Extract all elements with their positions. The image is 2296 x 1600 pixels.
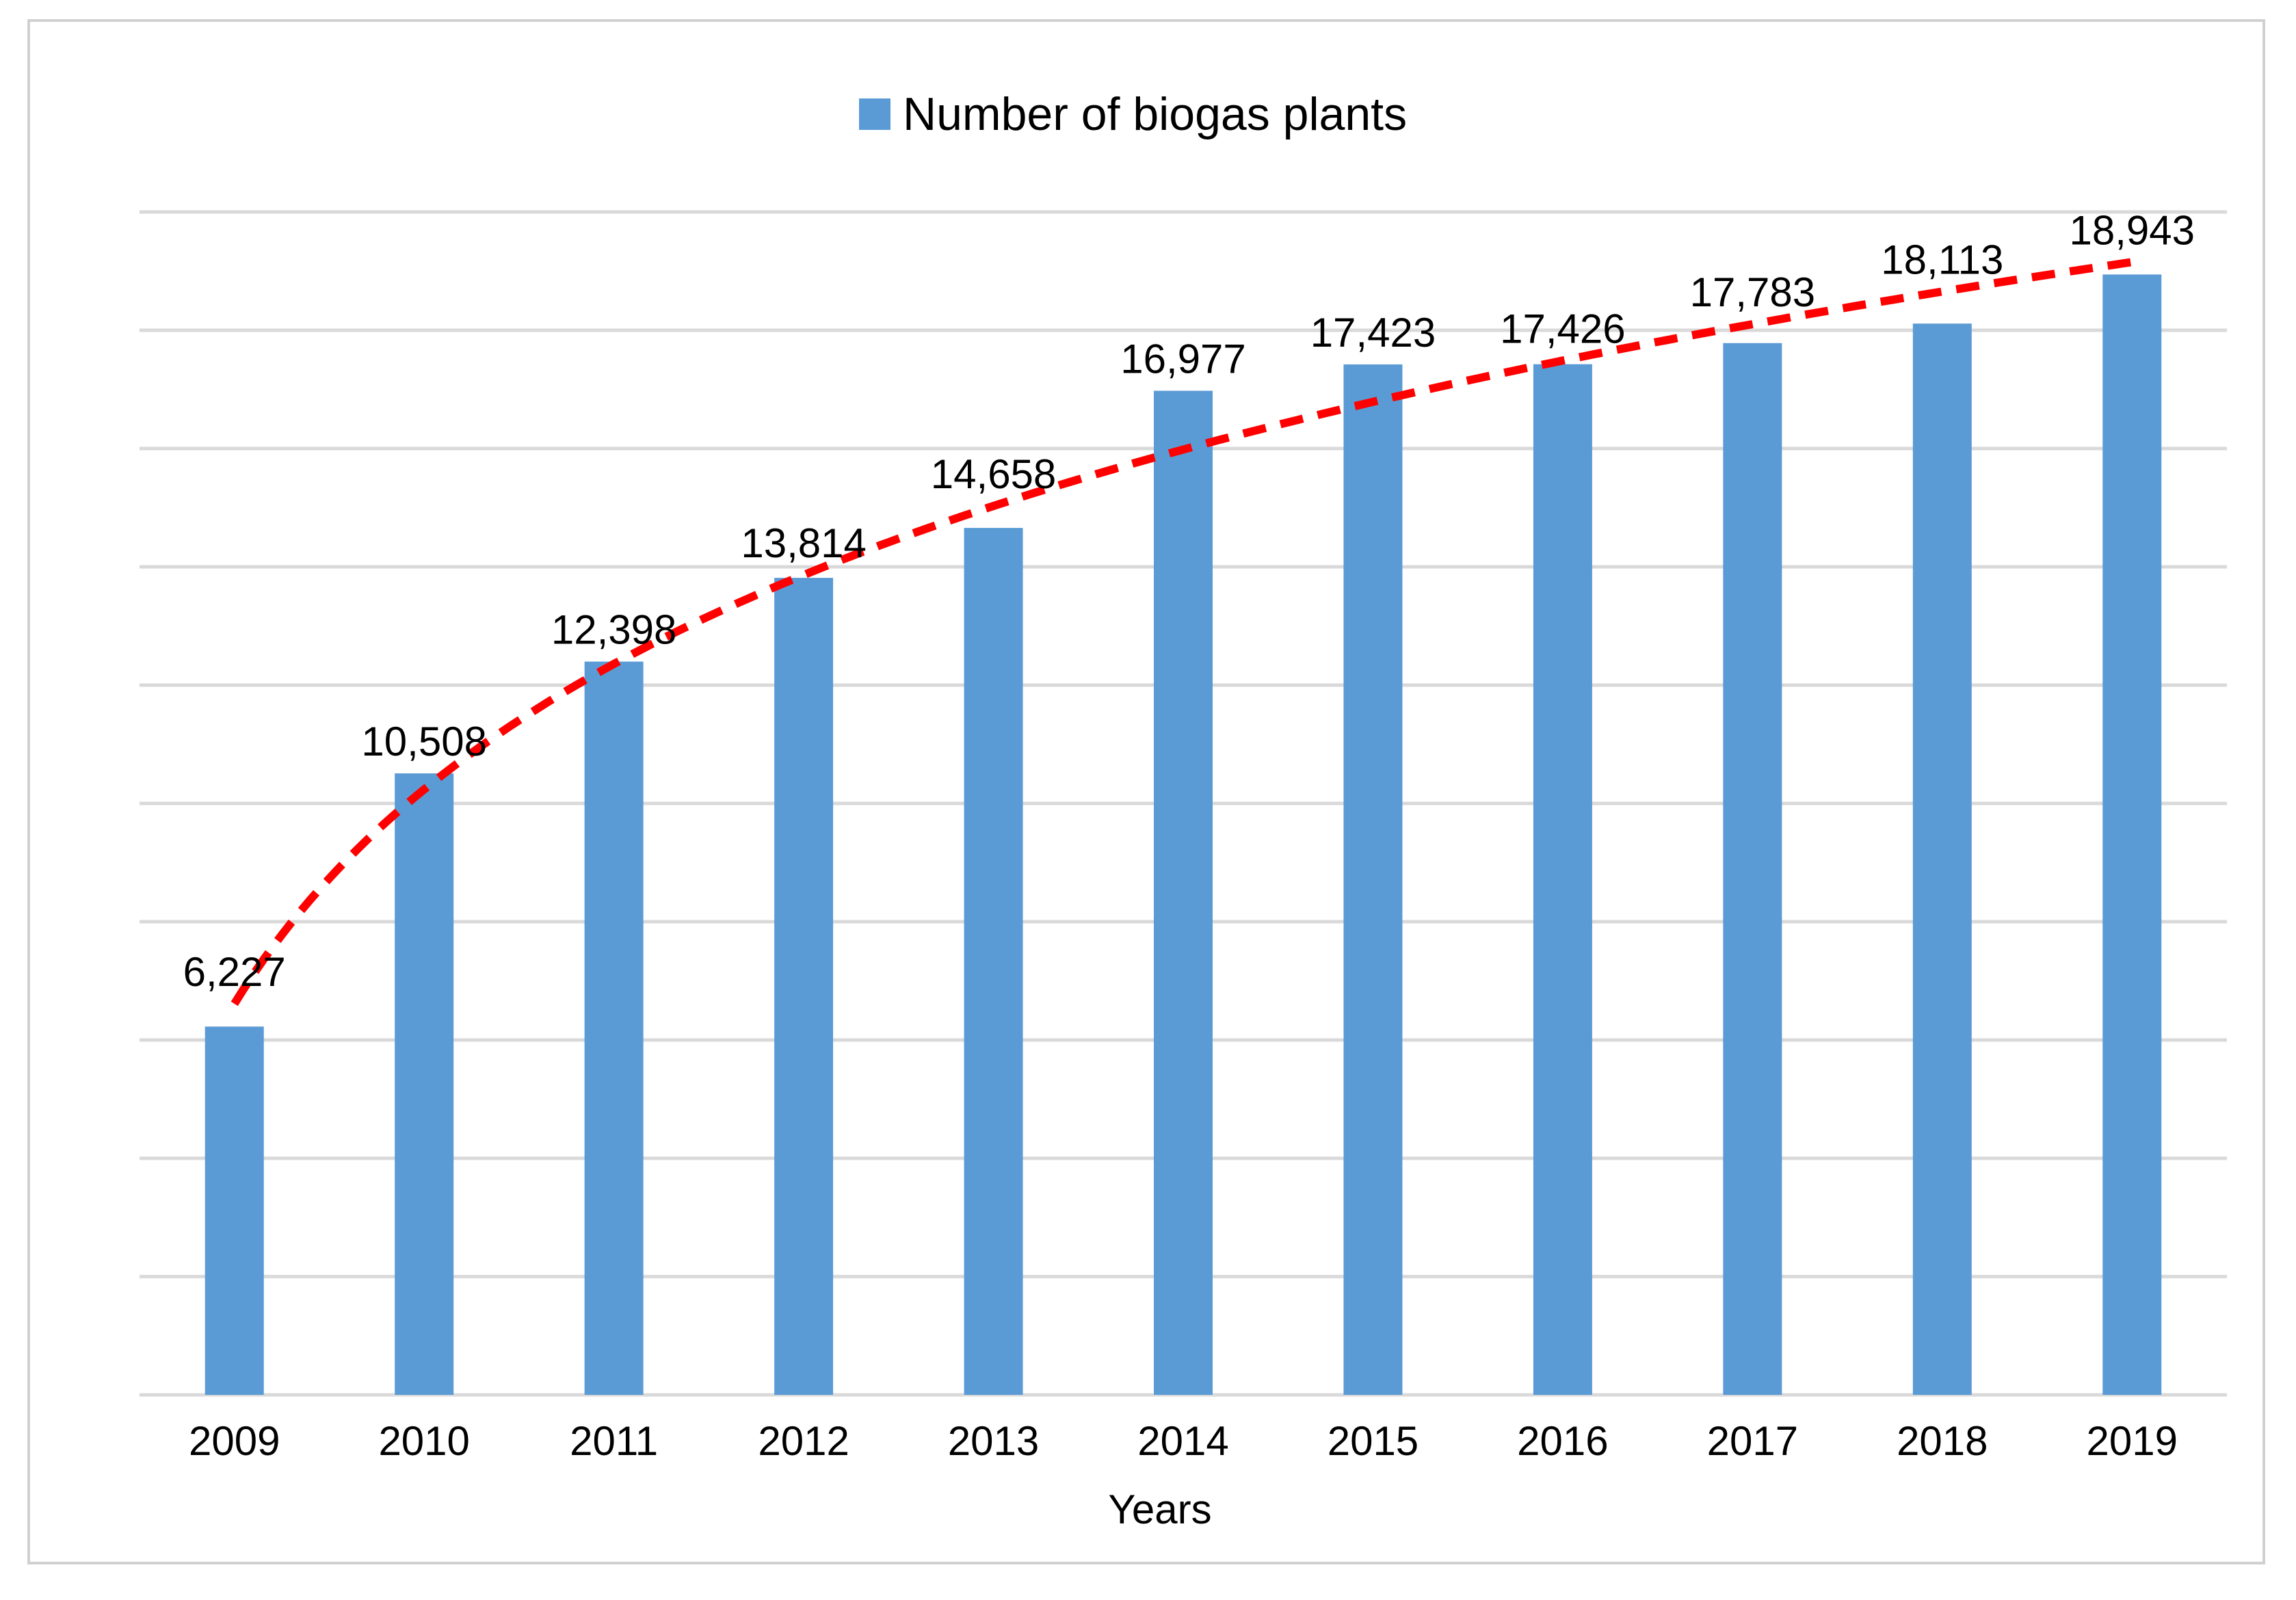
trendline [230, 258, 2133, 1006]
x-tick-2016: 2016 [1517, 1418, 1608, 1464]
bar-2019 [2102, 274, 2162, 1395]
data-label-2017: 17,783 [1690, 269, 1816, 315]
bar-2013 [964, 528, 1023, 1395]
bars [204, 274, 2162, 1396]
data-label-2011: 12,398 [551, 607, 677, 653]
x-tick-2017: 2017 [1707, 1418, 1798, 1464]
bar-2014 [1154, 390, 1213, 1395]
legend-swatch [859, 98, 890, 130]
legend: Number of biogas plants [859, 88, 1407, 140]
bar-2011 [584, 661, 644, 1395]
bar-2015 [1343, 364, 1403, 1395]
trendline-group [230, 258, 2133, 1006]
bar-2009 [204, 1026, 264, 1395]
data-labels: 6,227 10,508 12,398 13,814 14,658 16,977 17,42… [183, 207, 2195, 995]
x-tick-2010: 2010 [378, 1418, 469, 1464]
bar-2018 [1912, 323, 1972, 1396]
x-tick-2019: 2019 [2087, 1418, 2178, 1464]
x-axis-title: Years [1108, 1486, 1211, 1532]
legend-label: Number of biogas plants [903, 88, 1407, 140]
x-tick-2015: 2015 [1328, 1418, 1418, 1464]
data-label-2012: 13,814 [741, 520, 867, 566]
bar-2010 [395, 773, 454, 1395]
data-label-2009: 6,227 [183, 949, 286, 995]
x-tick-labels: 2009 2010 2011 2012 2013 2014 2015 2016 2017 2018… [189, 1418, 2178, 1464]
chart-frame: Number of biogas plants 6,227 10,508 12,39… [27, 19, 2265, 1564]
bar-2017 [1723, 343, 1782, 1395]
bar-chart: Number of biogas plants 6,227 10,508 12,39… [140, 88, 2227, 1532]
data-label-2016: 17,426 [1500, 306, 1626, 351]
data-label-2013: 14,658 [931, 451, 1057, 497]
data-label-2010: 10,508 [361, 719, 487, 764]
x-tick-2013: 2013 [948, 1418, 1039, 1464]
data-label-2015: 17,423 [1310, 310, 1436, 356]
x-tick-2012: 2012 [758, 1418, 849, 1464]
x-tick-2018: 2018 [1897, 1418, 1988, 1464]
x-tick-2014: 2014 [1137, 1418, 1228, 1464]
bar-2016 [1533, 364, 1592, 1395]
data-label-2014: 16,977 [1120, 336, 1246, 382]
data-label-2018: 18,113 [1881, 237, 2003, 282]
bar-2012 [774, 578, 834, 1395]
x-tick-2011: 2011 [570, 1418, 658, 1464]
x-tick-2009: 2009 [189, 1418, 280, 1464]
data-label-2019: 18,943 [2070, 207, 2195, 253]
